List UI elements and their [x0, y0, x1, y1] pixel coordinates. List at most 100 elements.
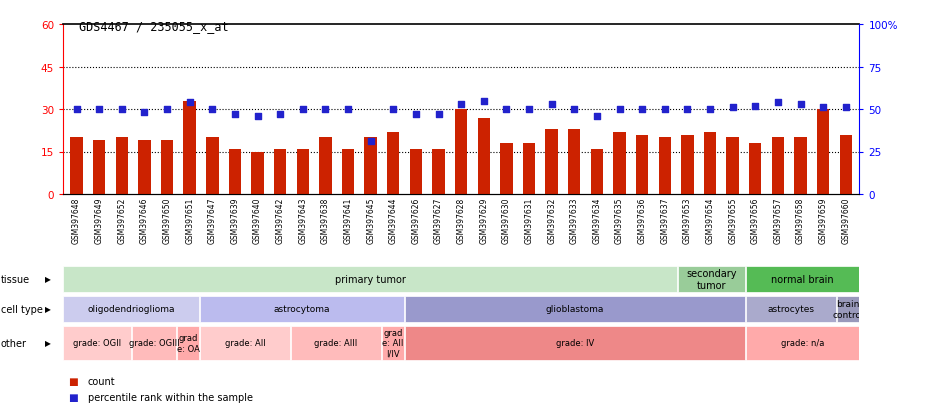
- Text: GSM397628: GSM397628: [457, 197, 466, 243]
- Text: GSM397636: GSM397636: [638, 197, 646, 243]
- Point: [159, 107, 174, 113]
- Text: grade: IV: grade: IV: [556, 339, 594, 348]
- Bar: [678, 266, 745, 292]
- Bar: [746, 326, 859, 360]
- Point: [725, 105, 740, 112]
- Bar: [405, 296, 745, 323]
- Text: ▶: ▶: [45, 275, 51, 284]
- Text: normal brain: normal brain: [771, 274, 833, 284]
- Text: GSM397629: GSM397629: [480, 197, 488, 243]
- Bar: [455, 110, 468, 195]
- Text: primary tumor: primary tumor: [334, 274, 406, 284]
- Bar: [840, 135, 852, 195]
- Bar: [382, 326, 404, 360]
- Point: [816, 105, 831, 112]
- Text: brain
control: brain control: [832, 299, 864, 319]
- Text: oligodendrioglioma: oligodendrioglioma: [87, 305, 175, 314]
- Bar: [746, 296, 836, 323]
- Point: [793, 101, 807, 108]
- Text: GSM397652: GSM397652: [118, 197, 126, 243]
- Text: glioblastoma: glioblastoma: [545, 305, 604, 314]
- Bar: [63, 326, 131, 360]
- Point: [657, 107, 672, 113]
- Text: grade: AIII: grade: AIII: [315, 339, 357, 348]
- Text: GSM397641: GSM397641: [344, 197, 353, 243]
- Point: [680, 107, 694, 113]
- Bar: [365, 138, 377, 195]
- Bar: [613, 132, 626, 195]
- Text: GSM397660: GSM397660: [841, 197, 850, 243]
- Bar: [63, 296, 199, 323]
- Point: [499, 107, 514, 113]
- Bar: [342, 150, 355, 195]
- Point: [69, 107, 84, 113]
- Point: [273, 112, 288, 118]
- Text: GSM397626: GSM397626: [411, 197, 420, 243]
- Bar: [206, 138, 219, 195]
- Text: GSM397656: GSM397656: [751, 197, 759, 243]
- Point: [205, 107, 219, 113]
- Point: [295, 107, 310, 113]
- Bar: [746, 266, 859, 292]
- Text: ▶: ▶: [45, 305, 51, 314]
- Point: [432, 112, 446, 118]
- Bar: [93, 141, 106, 195]
- Text: GSM397657: GSM397657: [773, 197, 782, 243]
- Point: [137, 110, 152, 116]
- Bar: [183, 101, 196, 195]
- Text: count: count: [88, 376, 116, 386]
- Text: GSM397646: GSM397646: [140, 197, 149, 243]
- Point: [521, 107, 536, 113]
- Text: GSM397650: GSM397650: [163, 197, 171, 243]
- Text: GDS4467 / 235055_x_at: GDS4467 / 235055_x_at: [79, 20, 229, 33]
- Text: secondary
tumor: secondary tumor: [686, 268, 737, 290]
- Text: GSM397637: GSM397637: [660, 197, 669, 243]
- Bar: [200, 296, 404, 323]
- Text: GSM397655: GSM397655: [728, 197, 737, 243]
- Point: [612, 107, 627, 113]
- Text: ▶: ▶: [45, 339, 51, 348]
- Point: [115, 107, 130, 113]
- Bar: [500, 144, 513, 195]
- Point: [318, 107, 332, 113]
- Point: [476, 98, 491, 104]
- Text: GSM397630: GSM397630: [502, 197, 511, 243]
- Point: [386, 107, 401, 113]
- Bar: [138, 141, 151, 195]
- Bar: [319, 138, 332, 195]
- Bar: [478, 118, 490, 195]
- Text: grad
e: OA: grad e: OA: [177, 333, 199, 353]
- Bar: [568, 130, 581, 195]
- Point: [228, 112, 243, 118]
- Text: GSM397642: GSM397642: [276, 197, 284, 243]
- Text: other: other: [1, 338, 27, 348]
- Bar: [387, 132, 399, 195]
- Text: GSM397653: GSM397653: [682, 197, 692, 243]
- Bar: [636, 135, 648, 195]
- Bar: [251, 152, 264, 195]
- Bar: [795, 138, 807, 195]
- Bar: [291, 326, 382, 360]
- Bar: [726, 138, 739, 195]
- Text: grade: OGII: grade: OGII: [73, 339, 121, 348]
- Text: GSM397654: GSM397654: [706, 197, 715, 243]
- Text: GSM397647: GSM397647: [207, 197, 217, 243]
- Bar: [161, 141, 173, 195]
- Bar: [817, 110, 830, 195]
- Bar: [116, 138, 128, 195]
- Text: ■: ■: [68, 376, 78, 386]
- Text: GSM397649: GSM397649: [94, 197, 104, 243]
- Text: GSM397651: GSM397651: [185, 197, 194, 243]
- Text: GSM397634: GSM397634: [593, 197, 601, 243]
- Text: grad
e: AII
I/IV: grad e: AII I/IV: [382, 328, 404, 358]
- Text: GSM397643: GSM397643: [298, 197, 307, 243]
- Text: GSM397632: GSM397632: [547, 197, 557, 243]
- Point: [590, 113, 605, 120]
- Point: [703, 107, 718, 113]
- Bar: [704, 132, 716, 195]
- Text: ■: ■: [68, 392, 78, 402]
- Text: astrocytoma: astrocytoma: [273, 305, 331, 314]
- Point: [770, 100, 785, 106]
- Text: GSM397639: GSM397639: [231, 197, 240, 243]
- Text: GSM397658: GSM397658: [796, 197, 805, 243]
